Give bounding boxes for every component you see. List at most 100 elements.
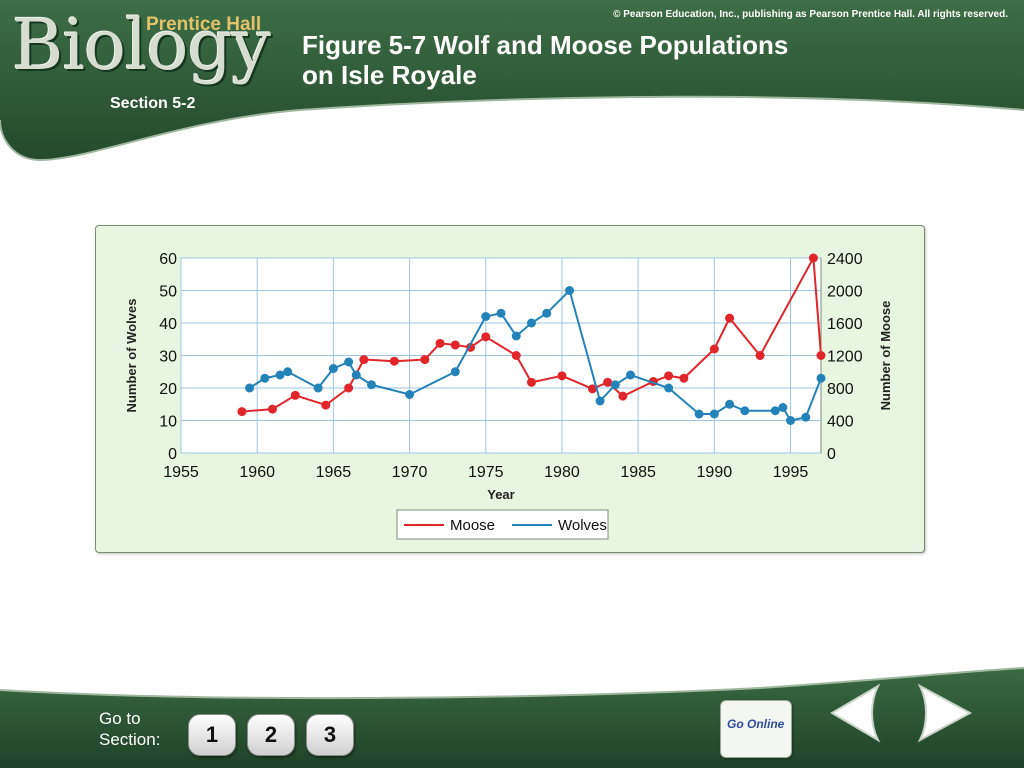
y-right-tick-label: 2000: [827, 284, 863, 301]
moose-point: [511, 351, 521, 360]
legend: Moose Wolves: [396, 509, 609, 540]
next-button[interactable]: [908, 680, 978, 746]
wolves-point: [313, 383, 323, 393]
moose-point: [709, 344, 719, 354]
moose-point: [557, 371, 567, 381]
y-left-tick-label: 20: [159, 381, 177, 398]
go-online-button[interactable]: Go Online: [720, 700, 792, 758]
wolves-point: [405, 390, 415, 399]
goto-line2: Section:: [99, 730, 161, 749]
axes: 1955 1960 1965 1970 1975 1980 1985 1990 1995 0 10 2…: [159, 251, 862, 481]
y-right-axis-label: Number of Moose: [878, 301, 893, 411]
y-right-tick-label: 1200: [827, 349, 863, 366]
wolves-point: [275, 370, 285, 380]
section-1-button[interactable]: 1: [188, 714, 236, 756]
legend-label-moose: Moose: [450, 517, 495, 534]
x-tick-label: 1995: [773, 464, 809, 481]
biology-logo: Biology: [12, 4, 271, 86]
wolves-point: [542, 308, 552, 318]
wolves-point: [595, 396, 605, 406]
previous-button[interactable]: [826, 680, 896, 746]
x-tick-label: 1970: [392, 464, 428, 481]
prentice-hall-logo: Prentice Hall: [146, 14, 262, 35]
wolves-point: [709, 409, 719, 419]
wolves-point: [664, 383, 674, 393]
wolves-point: [626, 370, 636, 380]
wolves-point: [245, 383, 255, 393]
moose-line: [241, 254, 822, 413]
wolves-point: [260, 373, 270, 383]
moose-point: [267, 404, 277, 414]
wolves-point: [283, 367, 293, 377]
wolves-point: [778, 403, 788, 412]
moose-point: [755, 351, 765, 360]
y-right-tick-label: 2400: [827, 251, 863, 268]
moose-point: [237, 407, 247, 417]
y-right-tick-label: 1600: [827, 316, 863, 333]
moose-point: [344, 383, 354, 393]
x-tick-label: 1985: [620, 464, 656, 481]
header-banner: [0, 0, 1024, 162]
wolves-point: [565, 286, 575, 295]
wolves-point: [344, 357, 354, 367]
moose-point: [420, 355, 430, 365]
wolves-point: [770, 406, 780, 416]
moose-point: [435, 338, 445, 348]
y-left-tick-label: 0: [168, 446, 177, 463]
axis-labels: Year Number of Wolves Number of Moose: [124, 299, 893, 502]
x-tick-label: 1980: [544, 464, 580, 481]
go-online-label: Go Online: [727, 717, 785, 731]
wolves-point: [450, 367, 460, 377]
wolves-point: [610, 380, 620, 390]
x-axis-label: Year: [487, 487, 514, 502]
goto-line1: Go to: [99, 709, 141, 728]
chart-panel: 1955 1960 1965 1970 1975 1980 1985 1990 1995 0 10 2…: [95, 225, 925, 553]
section-3-button[interactable]: 3: [306, 714, 354, 756]
moose-point: [359, 355, 369, 365]
wolves-point: [816, 373, 826, 383]
wolves-point: [366, 380, 376, 390]
moose-point: [808, 253, 818, 263]
x-tick-label: 1965: [316, 464, 352, 481]
wolves-point: [328, 364, 338, 373]
y-right-tick-label: 400: [827, 414, 854, 431]
y-left-tick-label: 10: [159, 414, 177, 431]
y-left-tick-label: 30: [159, 349, 177, 366]
wolves-point: [496, 308, 506, 318]
moose-point: [481, 332, 491, 342]
wolves-point: [694, 409, 704, 419]
left-arrow-icon: [830, 683, 881, 743]
y-left-axis-label: Number of Wolves: [124, 299, 139, 413]
moose-point: [725, 313, 735, 323]
wolves-point: [351, 370, 361, 380]
moose-point: [587, 384, 597, 394]
wolves-point: [801, 412, 811, 422]
wolves-point: [481, 312, 491, 321]
y-right-tick-label: 0: [827, 446, 836, 463]
copyright-notice: © Pearson Education, Inc., publishing as…: [613, 9, 1008, 20]
moose-point: [816, 351, 826, 360]
moose-point: [389, 356, 399, 366]
legend-label-wolves: Wolves: [558, 517, 607, 534]
wolves-point: [511, 331, 521, 341]
y-left-tick-label: 60: [159, 251, 177, 268]
moose-point: [526, 377, 536, 387]
moose-point: [290, 390, 300, 400]
moose-point: [618, 391, 628, 401]
x-tick-label: 1975: [468, 464, 504, 481]
section-2-button[interactable]: 2: [247, 714, 295, 756]
y-left-tick-label: 50: [159, 284, 177, 301]
goto-section-label: Go to Section:: [99, 708, 189, 750]
wolves-point: [725, 399, 735, 409]
wolves-point: [526, 318, 536, 328]
figure-title-line1: Figure 5-7 Wolf and Moose Populations: [302, 30, 789, 60]
series: [237, 253, 826, 425]
wolves-point: [786, 416, 796, 425]
moose-point: [321, 400, 331, 410]
moose-point: [603, 377, 613, 387]
figure-title-line2: on Isle Royale: [302, 60, 477, 90]
moose-point: [664, 371, 674, 381]
right-arrow-icon: [917, 683, 973, 743]
x-tick-label: 1990: [697, 464, 733, 481]
figure-title: Figure 5-7 Wolf and Moose Populations on…: [302, 30, 922, 90]
